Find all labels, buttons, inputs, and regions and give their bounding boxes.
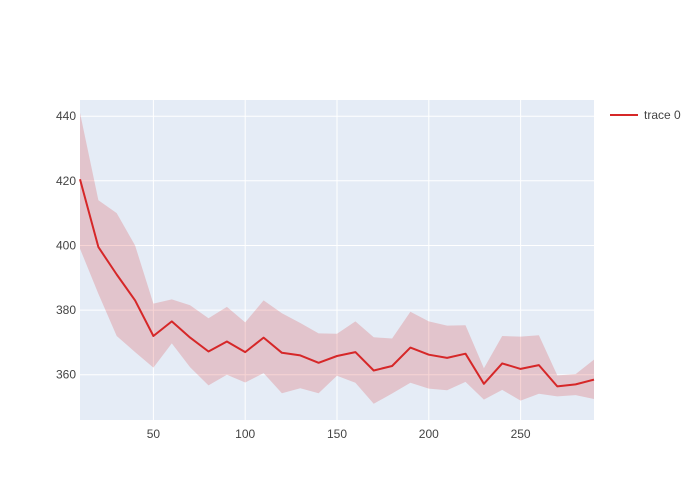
- x-tick-label-100: 100: [235, 427, 255, 441]
- legend-entry-trace-0[interactable]: trace 0: [644, 108, 681, 122]
- y-tick-label-440: 440: [56, 109, 76, 123]
- y-tick-label-400: 400: [56, 239, 76, 253]
- y-tick-label-360: 360: [56, 368, 76, 382]
- legend[interactable]: trace 0: [610, 108, 681, 122]
- y-tick-label-420: 420: [56, 174, 76, 188]
- x-tick-label-200: 200: [419, 427, 439, 441]
- series-lines: [79, 178, 595, 388]
- series-line-0[interactable]: [79, 178, 595, 388]
- x-tick-label-250: 250: [511, 427, 531, 441]
- y-axis-tick-labels: 360 380 400 420 440: [56, 109, 76, 382]
- x-tick-label-150: 150: [327, 427, 347, 441]
- x-axis-tick-labels: 50 100 150 200 250: [147, 427, 531, 441]
- x-tick-label-50: 50: [147, 427, 161, 441]
- grid-lines: [80, 100, 594, 420]
- series-band-0: [80, 112, 594, 404]
- confidence-band: [80, 112, 594, 404]
- y-tick-label-380: 380: [56, 303, 76, 317]
